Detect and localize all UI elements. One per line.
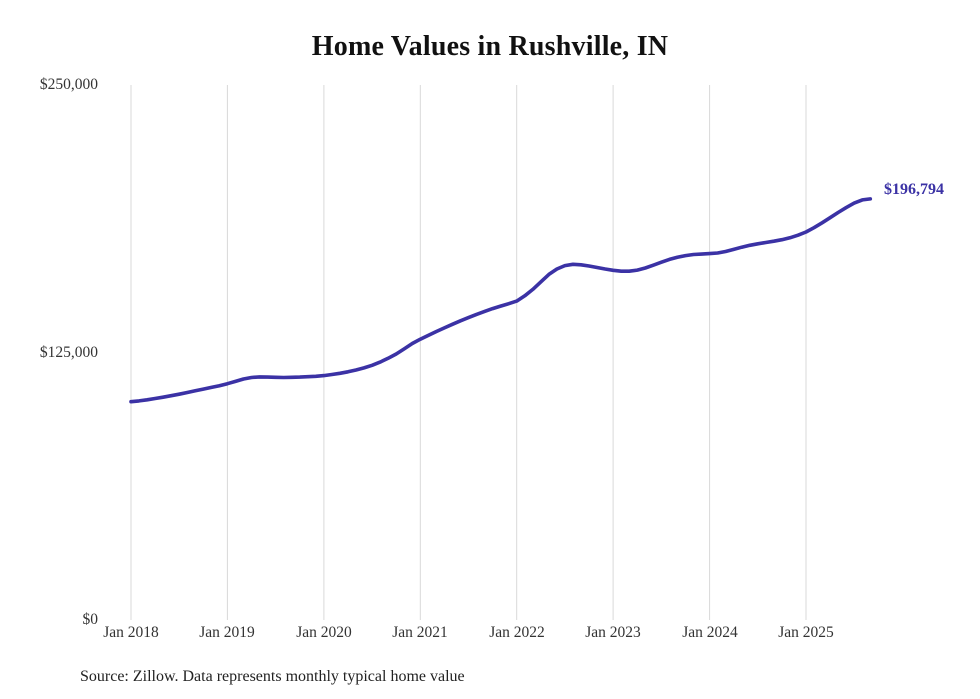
x-tick-label: Jan 2022 [489, 624, 545, 641]
end-value-label: $196,794 [884, 181, 944, 198]
x-tick-label: Jan 2021 [392, 624, 448, 641]
chart-title: Home Values in Rushville, IN [311, 31, 669, 62]
x-tick-label: Jan 2024 [682, 624, 738, 641]
x-tick-label: Jan 2018 [103, 624, 159, 641]
x-tick-label: Jan 2023 [585, 624, 641, 641]
home-value-line [129, 197, 873, 404]
y-tick-label: $0 [82, 611, 99, 628]
y-tick-label: $250,000 [39, 76, 98, 93]
gridlines-group [130, 85, 807, 620]
y-tick-label: $125,000 [39, 344, 98, 361]
x-tick-label: Jan 2025 [778, 624, 834, 641]
x-tick-label: Jan 2019 [199, 624, 255, 641]
x-tick-label: Jan 2020 [296, 624, 352, 641]
source-note: Source: Zillow. Data represents monthly … [80, 668, 465, 685]
